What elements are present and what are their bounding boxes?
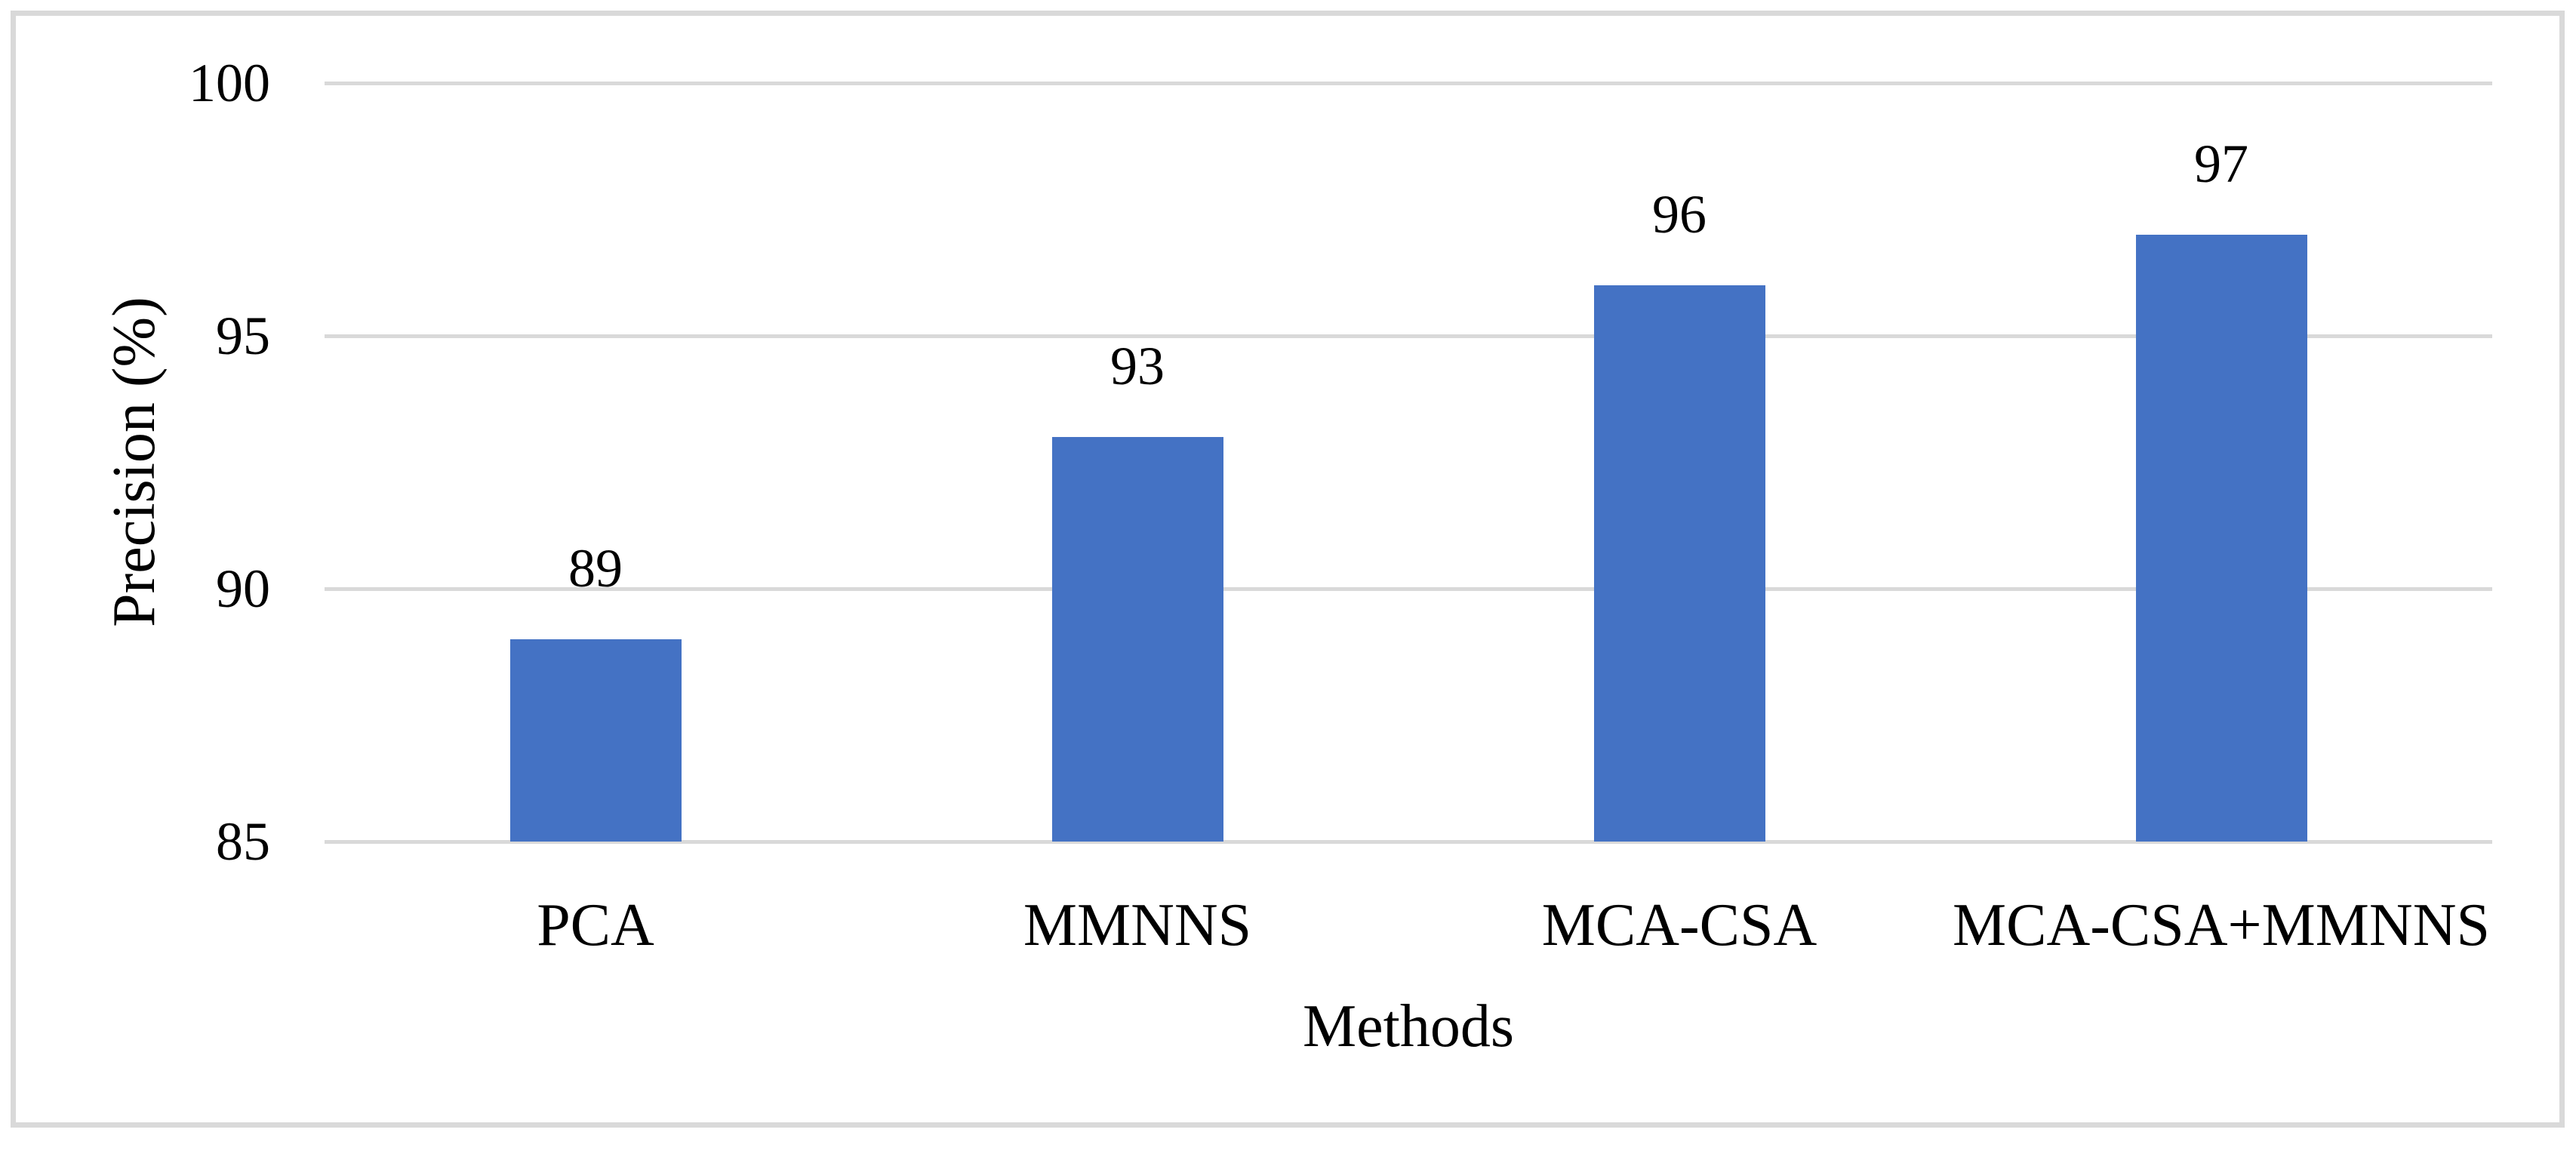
bar (509, 639, 682, 842)
bar-value-label: 89 (568, 538, 623, 599)
chart-border (11, 11, 2565, 1128)
y-tick-label: 90 (216, 559, 270, 619)
gridline (325, 587, 2492, 591)
bar-value-label: 93 (1110, 336, 1165, 396)
x-axis-title: Methods (1303, 993, 1514, 1060)
x-category-label: MCA-CSA+MMNNS (1953, 892, 2490, 959)
x-category-label: PCA (537, 892, 654, 959)
y-tick-label: 100 (189, 53, 270, 113)
x-category-label: MCA-CSA (1541, 892, 1817, 959)
x-category-label: MMNNS (1023, 892, 1252, 959)
bar (1593, 285, 1765, 842)
bar (1051, 437, 1223, 842)
bar-value-label: 96 (1652, 184, 1707, 245)
gridline (325, 82, 2492, 85)
bar-value-label: 97 (2194, 134, 2248, 194)
bar (2135, 235, 2307, 842)
gridline (325, 840, 2492, 844)
y-tick-label: 95 (216, 306, 270, 366)
y-tick-label: 85 (216, 811, 270, 872)
gridline (325, 334, 2492, 338)
